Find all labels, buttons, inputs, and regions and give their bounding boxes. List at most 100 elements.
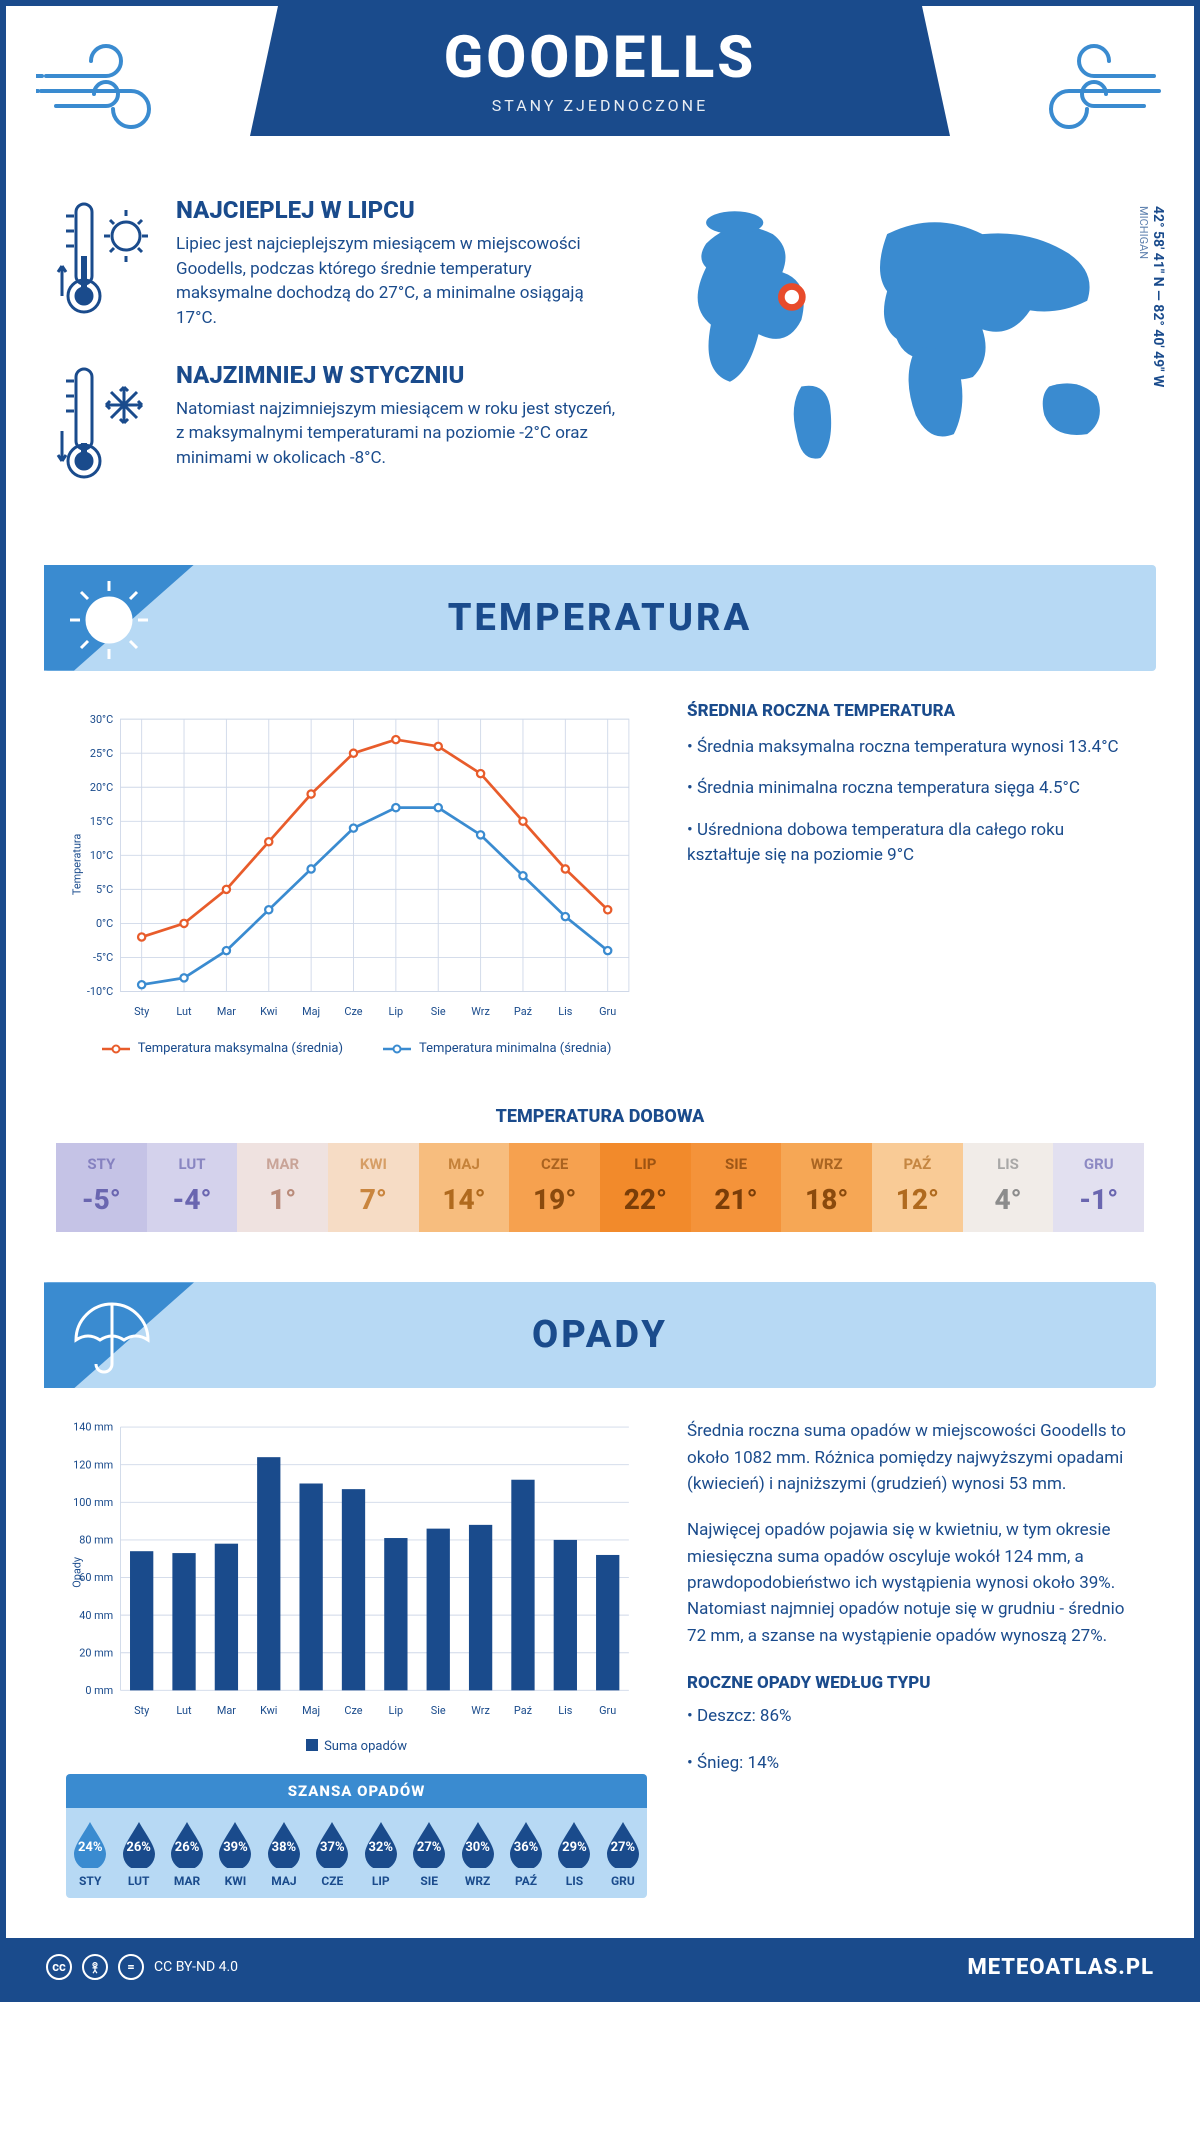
world-map: MICHIGAN 42° 58' 41" N — 82° 40' 49" W	[668, 196, 1144, 525]
precip-title: OPADY	[532, 1313, 668, 1357]
precip-chance-cell: 38% MAJ	[260, 1808, 308, 1898]
svg-text:15°C: 15°C	[90, 814, 113, 827]
raindrop-icon: 29%	[554, 1820, 594, 1868]
cold-fact: NAJZIMNIEJ W STYCZNIU Natomiast najzimni…	[56, 361, 628, 495]
svg-text:-10°C: -10°C	[87, 985, 113, 998]
svg-text:Wrz: Wrz	[471, 1005, 490, 1018]
precip-chance-cell: 39% KWI	[211, 1808, 259, 1898]
raindrop-icon: 39%	[215, 1820, 255, 1868]
precip-chance-cell: 27% SIE	[405, 1808, 453, 1898]
temperature-summary-bullet: • Średnia minimalna roczna temperatura s…	[687, 776, 1134, 802]
legend-item: Temperatura maksymalna (średnia)	[102, 1041, 343, 1056]
legend-item: Temperatura minimalna (średnia)	[383, 1041, 611, 1056]
temperature-title: TEMPERATURA	[448, 596, 753, 640]
svg-text:5°C: 5°C	[96, 883, 113, 896]
precip-text-2: Najwięcej opadów pojawia się w kwietniu,…	[687, 1517, 1134, 1649]
svg-text:Wrz: Wrz	[471, 1704, 490, 1717]
raindrop-icon: 37%	[312, 1820, 352, 1868]
precip-bytype-item: • Deszcz: 86%	[687, 1703, 1134, 1730]
svg-text:Cze: Cze	[344, 1704, 362, 1717]
svg-text:20 mm: 20 mm	[79, 1647, 113, 1660]
warm-fact-text: Lipiec jest najcieplejszym miesiącem w m…	[176, 232, 628, 331]
daily-temp-title: TEMPERATURA DOBOWA	[6, 1106, 1194, 1127]
daily-temp-cell: LUT-4°	[147, 1143, 238, 1232]
wind-icon	[1004, 36, 1164, 136]
precip-bytype-title: ROCZNE OPADY WEDŁUG TYPU	[687, 1673, 1134, 1693]
license-text: CC BY-ND 4.0	[154, 1959, 238, 1975]
cold-fact-title: NAJZIMNIEJ W STYCZNIU	[176, 361, 628, 389]
wind-icon	[36, 36, 196, 136]
temperature-summary: ŚREDNIA ROCZNA TEMPERATURA • Średnia mak…	[687, 701, 1134, 1057]
svg-text:Lip: Lip	[389, 1005, 404, 1018]
precip-summary: Średnia roczna suma opadów w miejscowośc…	[687, 1418, 1134, 1898]
svg-text:Gru: Gru	[599, 1005, 616, 1018]
daily-temp-cell: CZE19°	[509, 1143, 600, 1232]
svg-text:Cze: Cze	[344, 1005, 362, 1018]
warm-fact-title: NAJCIEPLEJ W LIPCU	[176, 196, 628, 224]
raindrop-icon: 30%	[458, 1820, 498, 1868]
footer: cc 𖨆 = CC BY-ND 4.0 METEOATLAS.PL	[6, 1938, 1194, 1996]
svg-text:Gru: Gru	[599, 1704, 616, 1717]
raindrop-icon: 27%	[603, 1820, 643, 1868]
cold-fact-text: Natomiast najzimniejszym miesiącem w rok…	[176, 397, 628, 471]
svg-text:Sty: Sty	[134, 1704, 150, 1717]
svg-text:Lut: Lut	[176, 1005, 192, 1018]
daily-temp-cell: PAŹ12°	[872, 1143, 963, 1232]
page-title: GOODELLS	[250, 24, 950, 92]
svg-text:120 mm: 120 mm	[73, 1459, 113, 1472]
daily-temp-cell: LIS4°	[963, 1143, 1054, 1232]
precip-section-header: OPADY	[44, 1282, 1156, 1388]
svg-text:Kwi: Kwi	[260, 1005, 277, 1018]
umbrella-icon	[64, 1292, 154, 1382]
precip-chance-cell: 30% WRZ	[453, 1808, 501, 1898]
precip-chance-title: SZANSA OPADÓW	[66, 1774, 647, 1808]
precip-chance-cell: 36% PAŹ	[502, 1808, 550, 1898]
svg-text:Paź: Paź	[514, 1704, 533, 1717]
precip-text-1: Średnia roczna suma opadów w miejscowośc…	[687, 1418, 1134, 1497]
daily-temp-cell: MAJ14°	[419, 1143, 510, 1232]
temperature-legend: Temperatura maksymalna (średnia) Temperat…	[66, 1041, 647, 1056]
daily-temp-cell: SIE21°	[691, 1143, 782, 1232]
svg-text:0°C: 0°C	[96, 917, 113, 930]
svg-text:Temperatura: Temperatura	[71, 833, 84, 895]
svg-text:30°C: 30°C	[90, 712, 113, 725]
daily-temp-cell: WRZ18°	[781, 1143, 872, 1232]
daily-temp-cell: LIP22°	[600, 1143, 691, 1232]
thermometer-sun-icon	[56, 196, 156, 331]
temperature-summary-bullet: • Średnia maksymalna roczna temperatura …	[687, 735, 1134, 761]
precip-chance-cell: 26% MAR	[163, 1808, 211, 1898]
coords-label: 42° 58' 41" N — 82° 40' 49" W	[1150, 206, 1166, 387]
page-subtitle: STANY ZJEDNOCZONE	[250, 96, 950, 115]
raindrop-icon: 36%	[506, 1820, 546, 1868]
svg-text:80 mm: 80 mm	[79, 1534, 113, 1547]
svg-text:Sie: Sie	[431, 1704, 446, 1717]
daily-temp-cell: STY-5°	[56, 1143, 147, 1232]
svg-text:Kwi: Kwi	[260, 1704, 277, 1717]
daily-temp-cell: MAR1°	[237, 1143, 328, 1232]
license: cc 𖨆 = CC BY-ND 4.0	[46, 1954, 238, 1980]
temperature-summary-bullet: • Uśredniona dobowa temperatura dla całe…	[687, 818, 1134, 869]
svg-text:25°C: 25°C	[90, 746, 113, 759]
svg-text:Maj: Maj	[302, 1005, 320, 1018]
daily-temp-table: STY-5°LUT-4°MAR1°KWI7°MAJ14°CZE19°LIP22°…	[56, 1143, 1144, 1232]
header: GOODELLS STANY ZJEDNOCZONE	[6, 6, 1194, 176]
brand: METEOATLAS.PL	[967, 1955, 1154, 1980]
sun-icon	[64, 575, 154, 665]
raindrop-icon: 32%	[361, 1820, 401, 1868]
map-marker	[781, 287, 802, 308]
svg-text:Lip: Lip	[389, 1704, 404, 1717]
svg-text:Lis: Lis	[558, 1005, 573, 1018]
raindrop-icon: 24%	[70, 1820, 110, 1868]
svg-text:Mar: Mar	[217, 1704, 236, 1717]
svg-text:100 mm: 100 mm	[73, 1496, 113, 1509]
svg-text:Sty: Sty	[134, 1005, 150, 1018]
daily-temp-cell: KWI7°	[328, 1143, 419, 1232]
raindrop-icon: 38%	[264, 1820, 304, 1868]
svg-text:Maj: Maj	[302, 1704, 320, 1717]
by-icon: 𖨆	[82, 1954, 108, 1980]
svg-text:-5°C: -5°C	[93, 951, 113, 964]
svg-text:Sie: Sie	[431, 1005, 446, 1018]
svg-text:10°C: 10°C	[90, 849, 113, 862]
region-label: MICHIGAN	[1137, 206, 1150, 259]
warm-fact: NAJCIEPLEJ W LIPCU Lipiec jest najcieple…	[56, 196, 628, 331]
